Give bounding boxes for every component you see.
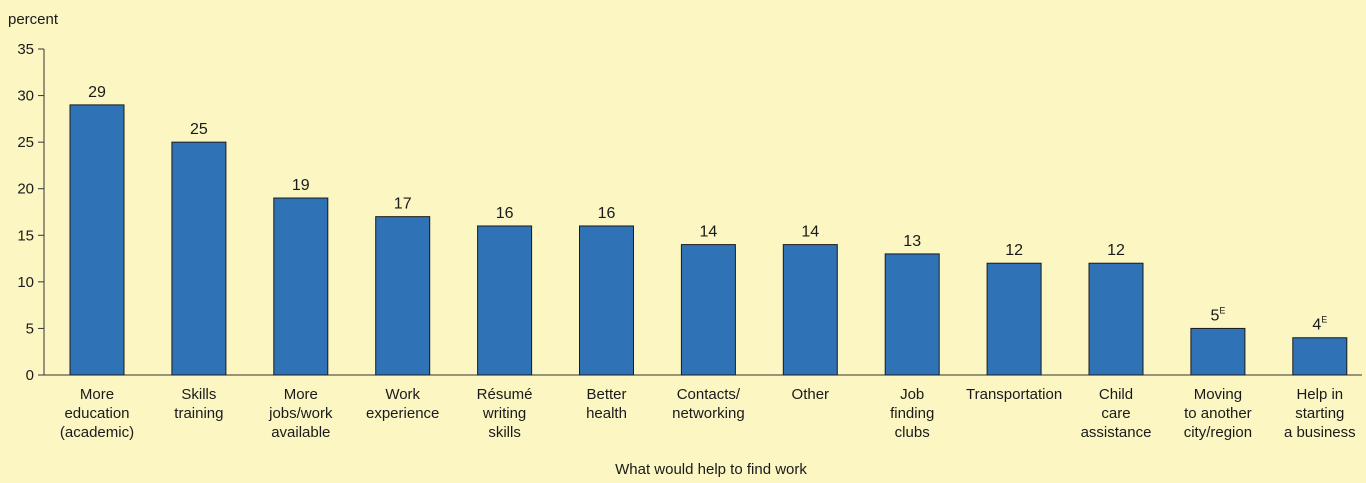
data-label: 16: [496, 205, 514, 222]
bar: [986, 262, 1042, 376]
category-label: education: [64, 405, 129, 422]
data-label: 12: [1005, 242, 1023, 259]
category-label: assistance: [1081, 424, 1152, 441]
category-label: Moving: [1194, 386, 1242, 403]
data-label: 19: [292, 177, 310, 194]
y-tick-label: 10: [17, 274, 34, 291]
bar: [1088, 262, 1144, 376]
bar: [579, 225, 634, 376]
category-label: Child: [1099, 386, 1133, 403]
y-tick-label: 5: [26, 320, 34, 337]
category-label: clubs: [895, 424, 930, 441]
category-label: finding: [890, 405, 934, 422]
category-label: Help in: [1296, 386, 1343, 403]
data-label: 14: [700, 224, 718, 241]
y-tick-label: 25: [17, 134, 34, 151]
category-label: care: [1101, 405, 1130, 422]
category-label: Contacts/: [677, 386, 741, 403]
y-tick-label: 20: [17, 181, 34, 198]
category-label: to another: [1184, 405, 1252, 422]
bar: [1292, 337, 1348, 376]
y-axis-label: percent: [8, 11, 59, 28]
category-label: skills: [488, 424, 521, 441]
bar: [680, 244, 736, 376]
category-label: Work: [385, 386, 420, 403]
data-label: 29: [88, 84, 106, 101]
category-label: More: [284, 386, 318, 403]
category-label: networking: [672, 405, 745, 422]
category-label: starting: [1295, 405, 1344, 422]
category-label: (academic): [60, 424, 134, 441]
category-label: Skills: [181, 386, 216, 403]
y-tick-label: 35: [17, 41, 34, 58]
data-label: 13: [903, 233, 921, 250]
category-label: experience: [366, 405, 439, 422]
data-label: 4E: [1312, 315, 1327, 334]
category-label: Résumé: [477, 386, 533, 403]
category-label: a business: [1284, 424, 1356, 441]
category-label: available: [271, 424, 330, 441]
y-tick-label: 15: [17, 227, 34, 244]
bar: [171, 141, 227, 376]
category-label: writing: [482, 405, 526, 422]
category-label: health: [586, 405, 627, 422]
y-tick-label: 0: [26, 367, 34, 384]
bar: [1190, 327, 1246, 376]
bar: [273, 197, 329, 376]
category-label: Other: [792, 386, 830, 403]
bar: [782, 244, 838, 376]
category-label: Transportation: [966, 386, 1062, 403]
data-label: 25: [190, 121, 208, 138]
data-label: 17: [394, 196, 412, 213]
data-label: 5E: [1210, 305, 1225, 324]
y-tick-label: 30: [17, 88, 34, 105]
data-label: 12: [1107, 242, 1125, 259]
x-axis-label: What would help to find work: [615, 461, 807, 478]
category-label: Better: [586, 386, 626, 403]
category-label: city/region: [1184, 424, 1252, 441]
category-label: More: [80, 386, 114, 403]
category-label: training: [174, 405, 223, 422]
bar: [884, 253, 940, 376]
category-label: jobs/work: [268, 405, 333, 422]
bar: [375, 216, 431, 376]
data-label: 16: [598, 205, 616, 222]
data-label: 14: [801, 224, 819, 241]
category-label: Job: [900, 386, 924, 403]
bar: [477, 225, 533, 376]
bar: [69, 104, 125, 376]
